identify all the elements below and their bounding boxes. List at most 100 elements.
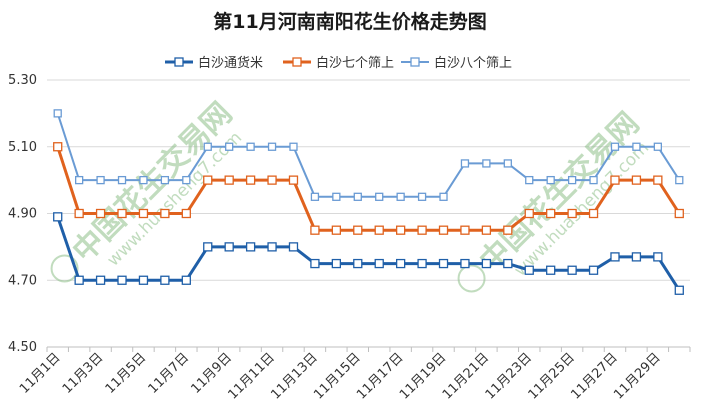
legend-item: 白沙八个筛上 bbox=[401, 55, 512, 71]
y-tick-label: 5.30 bbox=[8, 73, 37, 88]
legend-label: 白沙通货米 bbox=[198, 55, 263, 71]
data-point bbox=[53, 109, 62, 118]
data-point bbox=[224, 175, 234, 185]
data-point bbox=[632, 142, 641, 151]
data-point bbox=[203, 142, 212, 151]
data-point bbox=[674, 285, 684, 295]
data-point bbox=[288, 175, 299, 185]
y-tick-label: 4.70 bbox=[8, 273, 37, 288]
legend-swatch-marker bbox=[410, 57, 420, 67]
data-point bbox=[53, 142, 63, 152]
data-point bbox=[331, 225, 342, 235]
data-point bbox=[610, 175, 620, 185]
data-point bbox=[331, 258, 342, 269]
data-point bbox=[139, 175, 148, 185]
data-point bbox=[395, 258, 406, 269]
data-point bbox=[524, 208, 534, 219]
data-point bbox=[332, 192, 341, 201]
data-point bbox=[95, 275, 106, 285]
data-point bbox=[203, 175, 213, 185]
data-point bbox=[181, 208, 191, 219]
data-point bbox=[631, 175, 642, 185]
data-point bbox=[160, 208, 170, 219]
data-point bbox=[267, 142, 277, 151]
data-point bbox=[117, 275, 127, 285]
data-point bbox=[267, 175, 277, 185]
data-point bbox=[310, 225, 320, 235]
data-point bbox=[288, 242, 299, 252]
data-point bbox=[160, 275, 170, 285]
data-point bbox=[396, 192, 405, 201]
data-point bbox=[610, 142, 620, 151]
data-point bbox=[182, 175, 191, 185]
data-point bbox=[503, 159, 512, 168]
legend-item: 白沙七个筛上 bbox=[283, 55, 394, 71]
data-point bbox=[503, 258, 513, 269]
data-point bbox=[653, 142, 662, 151]
data-point bbox=[374, 258, 384, 269]
data-point bbox=[567, 208, 577, 219]
data-point bbox=[631, 252, 642, 262]
legend-item: 白沙通货米 bbox=[165, 55, 263, 71]
data-point bbox=[674, 208, 684, 219]
data-point bbox=[567, 175, 577, 185]
data-point bbox=[503, 225, 513, 235]
chart-title: 第11月河南南阳花生价格走势图 bbox=[213, 10, 486, 33]
data-point bbox=[524, 265, 534, 275]
data-point bbox=[353, 225, 363, 235]
series-1 bbox=[53, 212, 684, 295]
data-point bbox=[95, 208, 106, 219]
data-point bbox=[417, 192, 427, 201]
data-point bbox=[460, 159, 470, 168]
data-point bbox=[588, 208, 599, 219]
data-point bbox=[246, 142, 255, 151]
y-tick-label: 4.50 bbox=[8, 340, 37, 355]
data-point bbox=[460, 258, 470, 269]
data-point bbox=[117, 175, 127, 185]
data-point bbox=[245, 242, 256, 252]
legend: 白沙通货米 白沙七个筛上 白沙八个筛上 bbox=[165, 55, 512, 71]
data-point bbox=[525, 175, 534, 185]
data-point bbox=[588, 265, 599, 275]
data-point bbox=[417, 225, 427, 235]
data-point bbox=[482, 159, 491, 168]
watermark-logo bbox=[50, 254, 79, 283]
data-point bbox=[224, 242, 234, 252]
series-layer bbox=[53, 109, 684, 295]
legend-label: 白沙八个筛上 bbox=[434, 55, 512, 71]
y-axis: 5.30 5.10 4.90 4.70 4.50 bbox=[8, 73, 37, 355]
data-point bbox=[138, 208, 149, 219]
data-point bbox=[267, 242, 277, 252]
legend-label: 白沙七个筛上 bbox=[316, 55, 394, 71]
data-point bbox=[375, 192, 384, 201]
data-point bbox=[653, 252, 663, 262]
data-point bbox=[138, 275, 149, 285]
data-point bbox=[610, 252, 620, 262]
series-2 bbox=[53, 142, 684, 235]
data-point bbox=[181, 275, 191, 285]
data-point bbox=[160, 175, 170, 185]
y-tick-label: 5.10 bbox=[8, 140, 37, 155]
data-point bbox=[117, 208, 127, 219]
legend-swatch-marker bbox=[292, 57, 302, 67]
data-point bbox=[546, 208, 556, 219]
data-point bbox=[96, 175, 105, 185]
data-point bbox=[75, 175, 84, 185]
y-tick-label: 4.90 bbox=[8, 207, 37, 222]
legend-swatch-marker bbox=[174, 57, 184, 67]
data-point bbox=[225, 142, 234, 151]
data-point bbox=[353, 258, 363, 269]
data-point bbox=[245, 175, 256, 185]
data-point bbox=[439, 192, 448, 201]
data-point bbox=[546, 265, 556, 275]
data-point bbox=[417, 258, 427, 269]
data-point bbox=[395, 225, 406, 235]
data-point bbox=[460, 225, 470, 235]
data-point bbox=[438, 225, 449, 235]
data-point bbox=[567, 265, 577, 275]
data-point bbox=[289, 142, 298, 151]
data-point bbox=[653, 175, 663, 185]
data-point bbox=[481, 225, 492, 235]
